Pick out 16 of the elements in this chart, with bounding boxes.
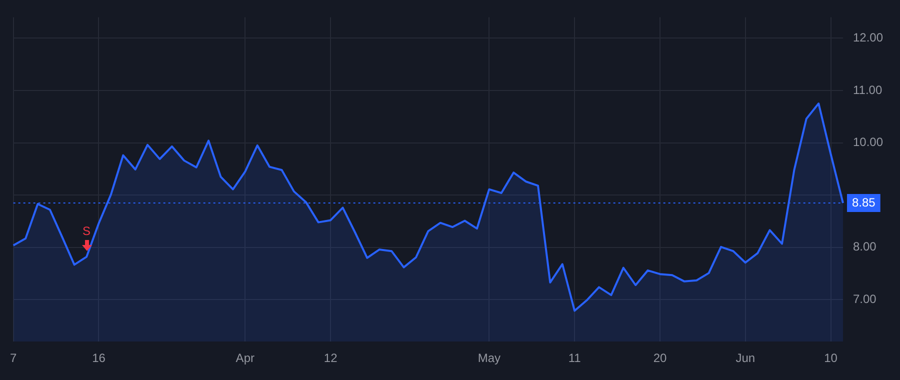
y-tick-label: 7.00 — [853, 292, 877, 306]
x-tick-label: 12 — [324, 351, 338, 366]
x-tick-label: 10 — [824, 351, 838, 366]
annotation: S — [82, 224, 91, 238]
x-tick-label: Jun — [736, 351, 756, 366]
x-tick-label: Apr — [236, 351, 254, 366]
y-tick-label: 11.00 — [853, 82, 882, 97]
x-tick-label: 11 — [568, 351, 582, 366]
x-tick-label: May — [478, 351, 501, 366]
y-tick-label: 12.00 — [853, 30, 884, 44]
x-tick-label: 20 — [653, 351, 667, 366]
x-tick-label: 7 — [10, 351, 17, 366]
y-tick-label: 10.00 — [853, 135, 884, 150]
x-tick-label: 16 — [92, 351, 106, 366]
y-tick-label: 8.00 — [853, 240, 877, 254]
ref-line-label: 8.85 — [852, 195, 876, 210]
